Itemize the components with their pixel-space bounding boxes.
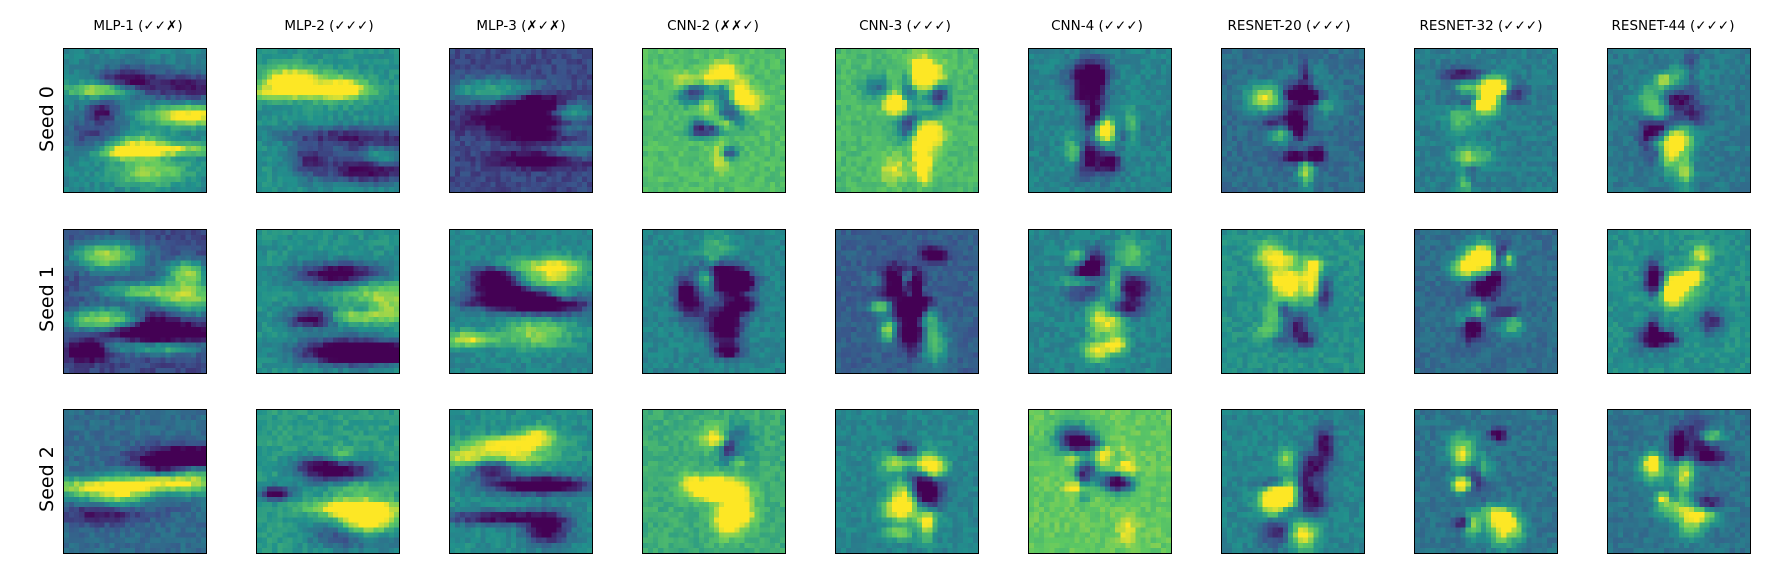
heatmap-image	[450, 410, 592, 553]
heatmap-image	[643, 49, 785, 192]
heatmap-image	[643, 410, 785, 553]
heatmap-image	[1029, 230, 1171, 373]
heatmap-panel-seed-2-cnn-3	[835, 409, 979, 554]
heatmap-image	[836, 410, 978, 553]
heatmap-image	[257, 410, 399, 553]
heatmap-image	[1415, 410, 1557, 553]
heatmap-image	[257, 230, 399, 373]
column-title-mlp-1: MLP-1 (✓✓✗)	[43, 18, 233, 34]
heatmap-panel-seed-2-mlp-1	[63, 409, 207, 554]
heatmap-panel-seed-2-resnet-20	[1221, 409, 1365, 554]
heatmap-image	[450, 49, 592, 192]
row-label-seed-1: Seed 1	[14, 266, 58, 332]
heatmap-image	[450, 230, 592, 373]
heatmap-panel-seed-1-cnn-2	[642, 229, 786, 374]
heatmap-image	[64, 230, 206, 373]
heatmap-image	[1608, 230, 1750, 373]
heatmap-image	[1415, 230, 1557, 373]
heatmap-image	[1415, 49, 1557, 192]
heatmap-panel-seed-0-mlp-1	[63, 48, 207, 193]
heatmap-panel-seed-2-resnet-44	[1607, 409, 1751, 554]
row-label-seed-2: Seed 2	[14, 446, 58, 512]
heatmap-image	[1222, 230, 1364, 373]
heatmap-panel-seed-1-cnn-3	[835, 229, 979, 374]
column-title-resnet-32: RESNET-32 (✓✓✓)	[1386, 18, 1576, 34]
heatmap-image	[836, 230, 978, 373]
row-label-seed-0: Seed 0	[14, 86, 58, 152]
heatmap-image	[64, 410, 206, 553]
heatmap-image	[1222, 49, 1364, 192]
heatmap-image	[257, 49, 399, 192]
heatmap-panel-seed-1-resnet-20	[1221, 229, 1365, 374]
heatmap-panel-seed-2-cnn-2	[642, 409, 786, 554]
heatmap-image	[64, 49, 206, 192]
heatmap-image	[1608, 410, 1750, 553]
heatmap-panel-seed-0-resnet-20	[1221, 48, 1365, 193]
heatmap-panel-seed-0-mlp-3	[449, 48, 593, 193]
column-title-mlp-3: MLP-3 (✗✓✗)	[426, 18, 616, 34]
heatmap-image	[1608, 49, 1750, 192]
heatmap-panel-seed-0-resnet-44	[1607, 48, 1751, 193]
heatmap-panel-seed-0-cnn-2	[642, 48, 786, 193]
heatmap-panel-seed-1-mlp-1	[63, 229, 207, 374]
column-title-resnet-44: RESNET-44 (✓✓✓)	[1578, 18, 1768, 34]
heatmap-panel-seed-2-resnet-32	[1414, 409, 1558, 554]
column-title-cnn-3: CNN-3 (✓✓✓)	[810, 18, 1000, 34]
heatmap-image	[836, 49, 978, 192]
heatmap-panel-seed-0-resnet-32	[1414, 48, 1558, 193]
heatmap-image	[1029, 49, 1171, 192]
heatmap-panel-seed-1-mlp-2	[256, 229, 400, 374]
heatmap-image	[1222, 410, 1364, 553]
heatmap-panel-seed-1-mlp-3	[449, 229, 593, 374]
column-title-cnn-4: CNN-4 (✓✓✓)	[1002, 18, 1192, 34]
heatmap-panel-seed-0-mlp-2	[256, 48, 400, 193]
heatmap-panel-seed-2-mlp-2	[256, 409, 400, 554]
heatmap-panel-seed-2-mlp-3	[449, 409, 593, 554]
column-title-cnn-2: CNN-2 (✗✗✓)	[618, 18, 808, 34]
heatmap-image	[1029, 410, 1171, 553]
heatmap-panel-seed-2-cnn-4	[1028, 409, 1172, 554]
heatmap-panel-seed-0-cnn-3	[835, 48, 979, 193]
column-title-mlp-2: MLP-2 (✓✓✓)	[234, 18, 424, 34]
heatmap-image	[643, 230, 785, 373]
column-title-resnet-20: RESNET-20 (✓✓✓)	[1194, 18, 1384, 34]
heatmap-panel-seed-1-resnet-44	[1607, 229, 1751, 374]
heatmap-panel-seed-1-resnet-32	[1414, 229, 1558, 374]
heatmap-panel-seed-0-cnn-4	[1028, 48, 1172, 193]
heatmap-panel-seed-1-cnn-4	[1028, 229, 1172, 374]
